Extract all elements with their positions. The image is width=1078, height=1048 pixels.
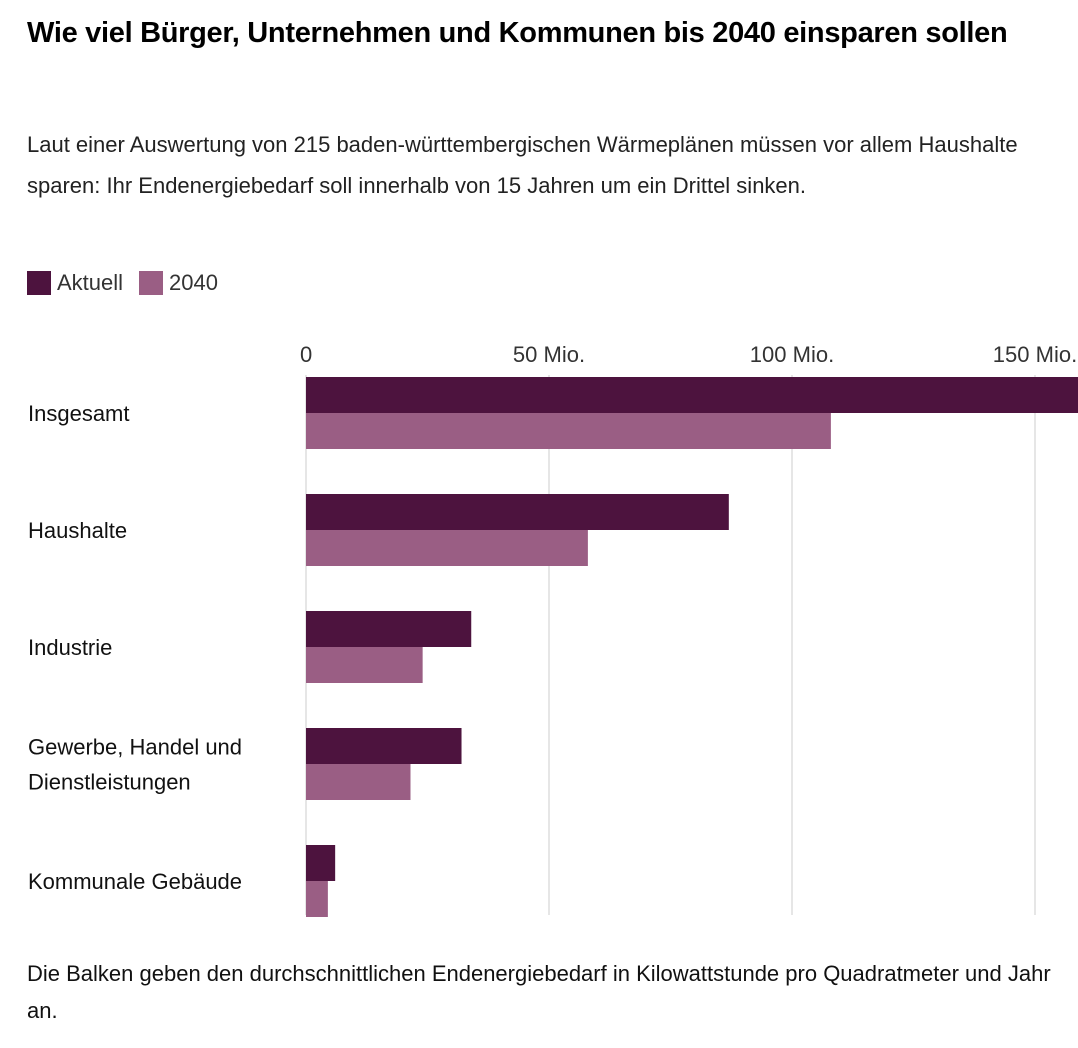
category-label: Gewerbe, Handel und: [28, 735, 242, 760]
legend: Aktuell 2040: [27, 270, 234, 296]
bar-aktuell-4: [306, 845, 336, 881]
category-label: Kommunale Gebäude: [28, 869, 242, 894]
legend-item-aktuell: Aktuell: [27, 270, 123, 296]
x-tick-label: 100 Mio.: [750, 342, 834, 367]
bar-aktuell-2: [306, 611, 472, 647]
bar-chart: 0 50 Mio. 100 Mio. 150 Mio. Insgesamt Hausha…: [28, 342, 1078, 917]
category-label: Dienstleistungen: [28, 770, 191, 795]
bar-aktuell-1: [306, 494, 729, 530]
x-tick-label: 50 Mio.: [513, 342, 585, 367]
legend-item-2040: 2040: [139, 270, 218, 296]
category-labels: Insgesamt Haushalte Industrie Gewerbe, Hand…: [28, 401, 242, 894]
bar-2040-4: [306, 881, 328, 917]
legend-swatch-2040: [139, 271, 164, 295]
x-tick-label: 0: [300, 342, 312, 367]
bar-2040-1: [306, 530, 588, 566]
category-label: Industrie: [28, 635, 112, 660]
x-tick-label: 150 Mio.: [993, 342, 1077, 367]
bars: [306, 377, 1078, 917]
legend-label-2040: 2040: [169, 270, 218, 295]
bar-aktuell-3: [306, 728, 462, 764]
bar-aktuell-0: [306, 377, 1078, 413]
category-label: Haushalte: [28, 518, 127, 543]
x-axis-ticks: 0 50 Mio. 100 Mio. 150 Mio.: [300, 342, 1077, 367]
chart-subtitle: Laut einer Auswertung von 215 baden-würt…: [27, 132, 1018, 198]
bar-2040-0: [306, 413, 831, 449]
chart-footnote: Die Balken geben den durchschnittlichen …: [27, 961, 1051, 1023]
legend-swatch-aktuell: [27, 271, 51, 295]
legend-label-aktuell: Aktuell: [57, 270, 124, 295]
category-label: Insgesamt: [28, 401, 130, 426]
bar-2040-2: [306, 647, 423, 683]
bar-2040-3: [306, 764, 411, 800]
chart-title: Wie viel Bürger, Unternehmen und Kommune…: [27, 17, 1008, 49]
